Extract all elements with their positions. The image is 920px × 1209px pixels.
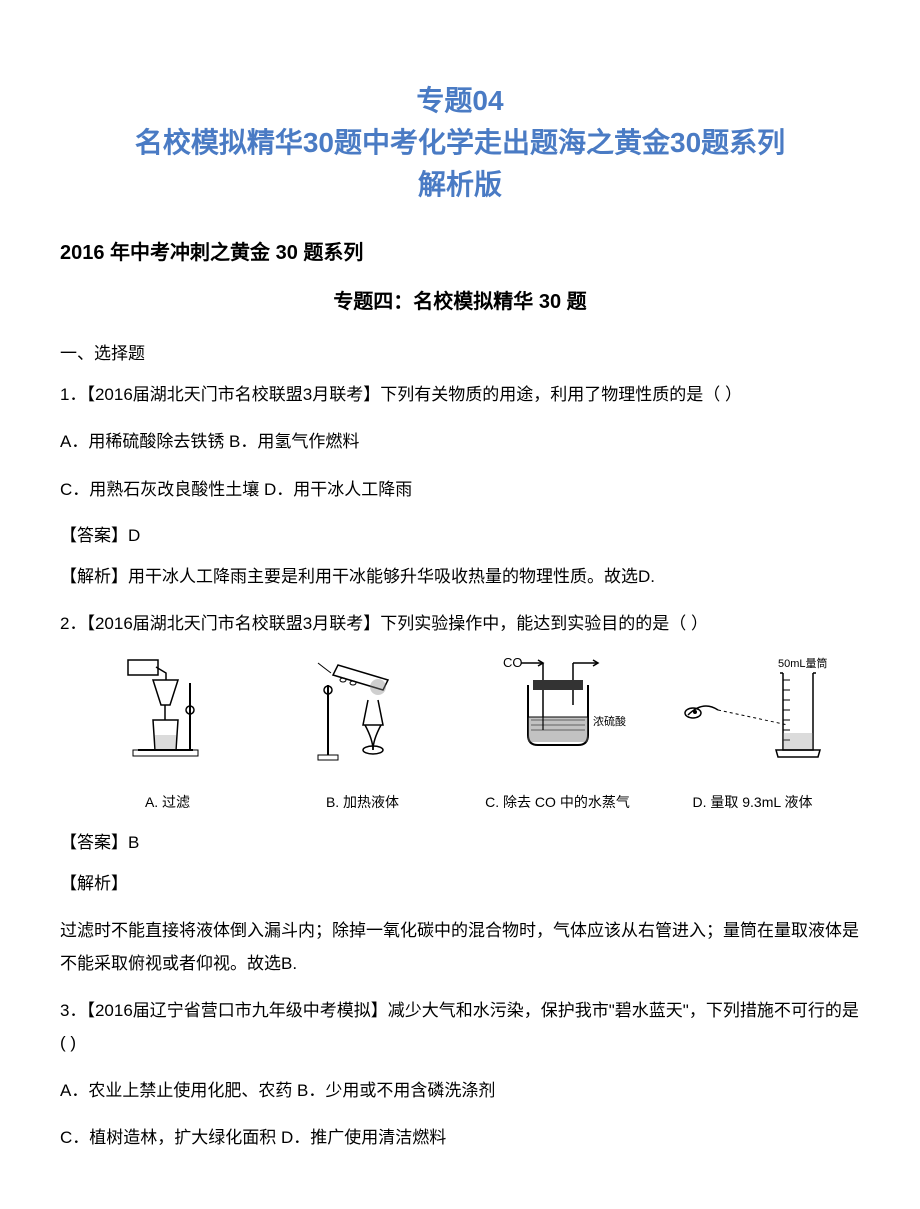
section-header: 一、选择题 — [60, 339, 860, 364]
title-main-line1: 名校模拟精华30题中考化学走出题海之黄金30题系列 — [60, 122, 860, 164]
title-main-line2: 解析版 — [60, 164, 860, 206]
question-2-answer: 【答案】B — [60, 828, 860, 853]
question-1-options-cd: C．用熟石灰改良酸性土壤 D．用干冰人工降雨 — [60, 474, 860, 506]
heating-liquid-diagram-icon — [293, 655, 433, 785]
diagram-container: A. 过滤 B. 加热液体 CO — [60, 655, 860, 813]
question-1-options-ab: A．用稀硫酸除去铁锈 B．用氢气作燃料 — [60, 426, 860, 458]
question-3-options-cd: C．植树造林，扩大绿化面积 D．推广使用清洁燃料 — [60, 1122, 860, 1154]
diagram-a-label: A. 过滤 — [70, 793, 265, 813]
question-3-options-ab: A．农业上禁止使用化肥、农药 B．少用或不用含磷洗涤剂 — [60, 1075, 860, 1107]
measuring-cylinder-diagram-icon: 50mL量筒 — [668, 655, 838, 785]
question-1-text: 1．【2016届湖北天门市名校联盟3月联考】下列有关物质的用途，利用了物理性质的… — [60, 379, 860, 411]
co-removal-diagram-icon: CO 浓硫酸 — [483, 655, 633, 785]
diagram-b-label: B. 加热液体 — [265, 793, 460, 813]
question-2-explanation-label: 【解析】 — [60, 868, 860, 900]
diagram-c-label: C. 除去 CO 中的水蒸气 — [460, 793, 655, 813]
diagram-b: B. 加热液体 — [265, 655, 460, 813]
question-3-text: 3．【2016届辽宁省营口市九年级中考模拟】减少大气和水污染，保护我市"碧水蓝天… — [60, 995, 860, 1060]
filter-diagram-icon — [118, 655, 218, 785]
document-title-section: 专题04 名校模拟精华30题中考化学走出题海之黄金30题系列 解析版 — [60, 80, 860, 206]
question-1-answer: 【答案】D — [60, 521, 860, 546]
co-label: CO — [503, 655, 523, 670]
cylinder-label: 50mL量筒 — [778, 656, 828, 670]
diagram-d-label: D. 量取 9.3mL 液体 — [655, 793, 850, 813]
diagram-a: A. 过滤 — [70, 655, 265, 813]
diagram-c: CO 浓硫酸 C. 除去 CO 中的水蒸气 — [460, 655, 655, 813]
diagram-d: 50mL量筒 D. 量取 9.3mL 液体 — [655, 655, 850, 813]
series-title: 2016 年中考冲刺之黄金 30 题系列 — [60, 236, 860, 265]
title-top: 专题04 — [60, 80, 860, 122]
sulfuric-acid-label: 浓硫酸 — [593, 714, 626, 728]
question-2-explanation-text: 过滤时不能直接将液体倒入漏斗内；除掉一氧化碳中的混合物时，气体应该从右管进入；量… — [60, 915, 860, 980]
subtitle: 专题四：名校模拟精华 30 题 — [60, 285, 860, 314]
question-1-explanation: 【解析】用干冰人工降雨主要是利用干冰能够升华吸收热量的物理性质。故选D. — [60, 561, 860, 593]
question-2-text: 2．【2016届湖北天门市名校联盟3月联考】下列实验操作中，能达到实验目的的是（… — [60, 608, 860, 640]
